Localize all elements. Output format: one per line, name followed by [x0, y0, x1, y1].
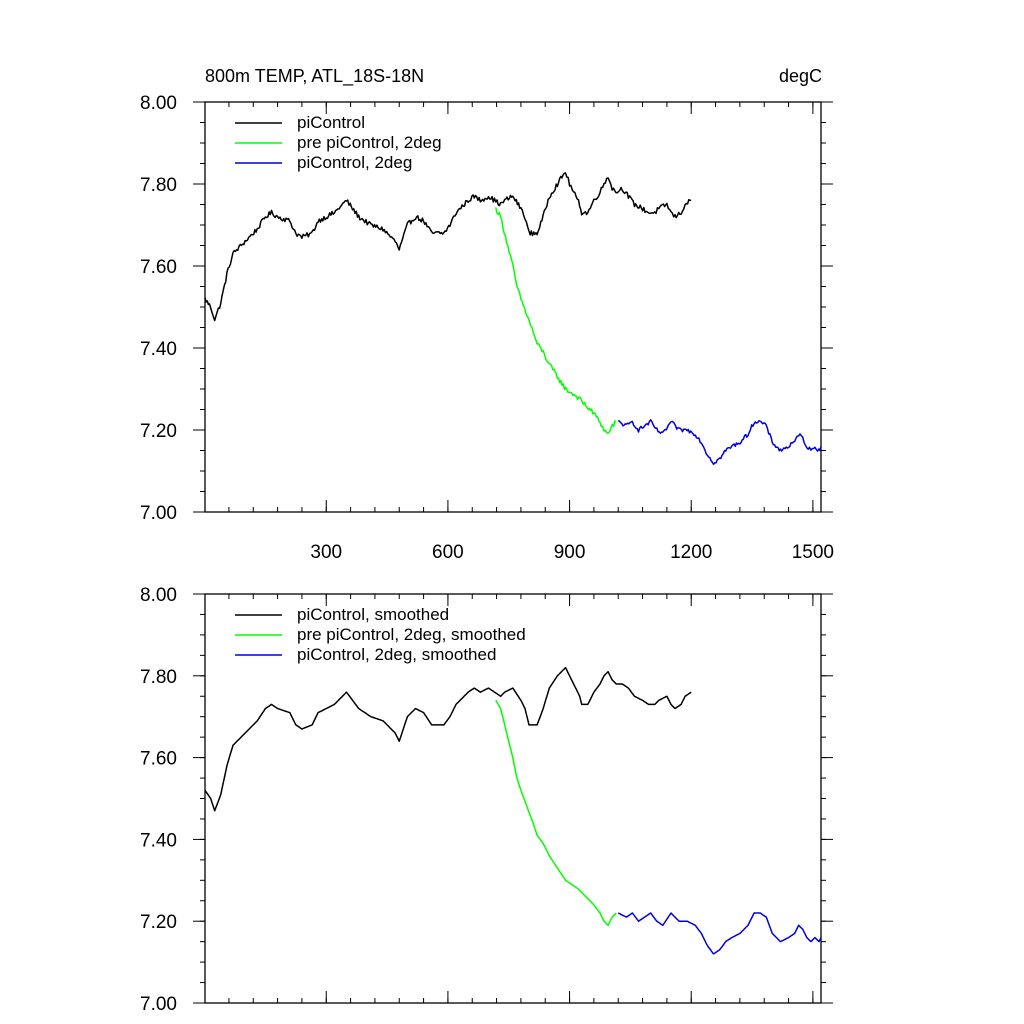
legend-label: piControl, smoothed — [297, 605, 449, 624]
y-tick-label: 7.60 — [140, 257, 177, 278]
chart-units: degC — [779, 66, 822, 86]
y-tick-label: 7.40 — [140, 339, 177, 360]
legend-label: pre piControl, 2deg — [297, 133, 442, 152]
y-tick-label: 7.80 — [140, 667, 177, 688]
y-tick-label: 7.20 — [140, 421, 177, 442]
series-line — [495, 207, 617, 434]
legend-label: piControl — [297, 113, 365, 132]
legend-label: piControl, 2deg, smoothed — [297, 645, 496, 664]
x-tick-label: 300 — [310, 542, 342, 563]
x-tick-label: 1200 — [670, 542, 712, 563]
y-tick-label: 7.60 — [140, 749, 177, 770]
series-line — [617, 912, 822, 955]
y-tick-label: 7.00 — [140, 503, 177, 524]
y-tick-label: 7.80 — [140, 175, 177, 196]
legend-label: piControl, 2deg — [297, 153, 412, 172]
y-tick-label: 7.20 — [140, 912, 177, 933]
series-line — [204, 666, 692, 812]
bottom-panel: 7.00 7.20 7.40 7.60 7.80 8.00 piControl, smoot… — [140, 585, 833, 1015]
x-tick-label: 1500 — [792, 542, 834, 563]
y-tick-label: 8.00 — [140, 93, 177, 114]
y-tick-label: 7.40 — [140, 830, 177, 851]
x-tick-label: 900 — [554, 542, 586, 563]
series-line — [495, 699, 617, 927]
legend-label: pre piControl, 2deg, smoothed — [297, 625, 526, 644]
y-tick-label: 7.00 — [140, 994, 177, 1015]
x-tick-label: 600 — [432, 542, 464, 563]
y-tick-label: 8.00 — [140, 585, 177, 606]
chart-title: 800m TEMP, ATL_18S-18N — [205, 66, 424, 87]
series-line — [617, 419, 822, 466]
series-line — [204, 172, 692, 322]
top-panel: 800m TEMP, ATL_18S-18N degC 7.00 7.20 7.40… — [140, 66, 834, 563]
